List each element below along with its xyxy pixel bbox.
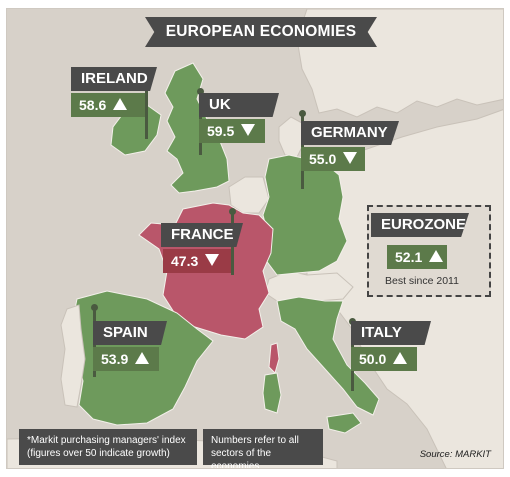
france-value: 47.3 [171, 253, 199, 269]
portugal-shape [60, 304, 86, 408]
infographic-frame: EUROPEAN ECONOMIES FIRM UP IRELAND 58.6 … [6, 8, 504, 469]
alpine-land [264, 270, 354, 302]
down-arrow-icon [343, 152, 358, 165]
spain-value: 53.9 [101, 351, 129, 367]
corsica-shape [268, 342, 280, 374]
uk-value-box: 59.5 [199, 119, 265, 143]
up-arrow-icon [393, 352, 408, 365]
up-arrow-icon [135, 352, 150, 365]
uk-shape [164, 62, 230, 194]
up-arrow-icon [113, 98, 128, 111]
spain-value-box: 53.9 [93, 347, 159, 371]
france-label: FRANCE [161, 223, 243, 247]
up-arrow-icon [429, 250, 444, 263]
uk-label: UK [199, 93, 279, 117]
ireland-value: 58.6 [79, 97, 107, 113]
sectors-footnote: Numbers refer to all sectors of the econ… [203, 429, 323, 468]
eurozone-value: 52.1 [395, 249, 423, 265]
ireland-shape [110, 104, 162, 156]
map-title: EUROPEAN ECONOMIES FIRM UP [145, 17, 377, 47]
germany-label: GERMANY [301, 121, 399, 145]
germany-value-box: 55.0 [301, 147, 365, 171]
ireland-label: IRELAND [71, 67, 157, 91]
italy-value: 50.0 [359, 351, 387, 367]
sardinia-shape [262, 372, 282, 414]
france-value-box: 47.3 [163, 249, 231, 273]
italy-value-box: 50.0 [351, 347, 417, 371]
source-credit: Source: MARKIT [419, 449, 491, 460]
italy-label: ITALY [351, 321, 431, 345]
benelux-land [228, 176, 270, 214]
spain-label: SPAIN [93, 321, 167, 345]
uk-value: 59.5 [207, 123, 235, 139]
down-arrow-icon [241, 124, 256, 137]
sicily-shape [326, 412, 362, 434]
eurozone-value-box: 52.1 [387, 245, 447, 269]
ireland-value-box: 58.6 [71, 93, 145, 117]
eurozone-note: Best since 2011 [385, 275, 459, 287]
germany-value: 55.0 [309, 151, 337, 167]
germany-shape [262, 154, 348, 276]
pmi-footnote: *Markit purchasing managers' index (figu… [19, 429, 197, 465]
down-arrow-icon [205, 254, 220, 267]
eurozone-label: EUROZONE [371, 213, 469, 237]
